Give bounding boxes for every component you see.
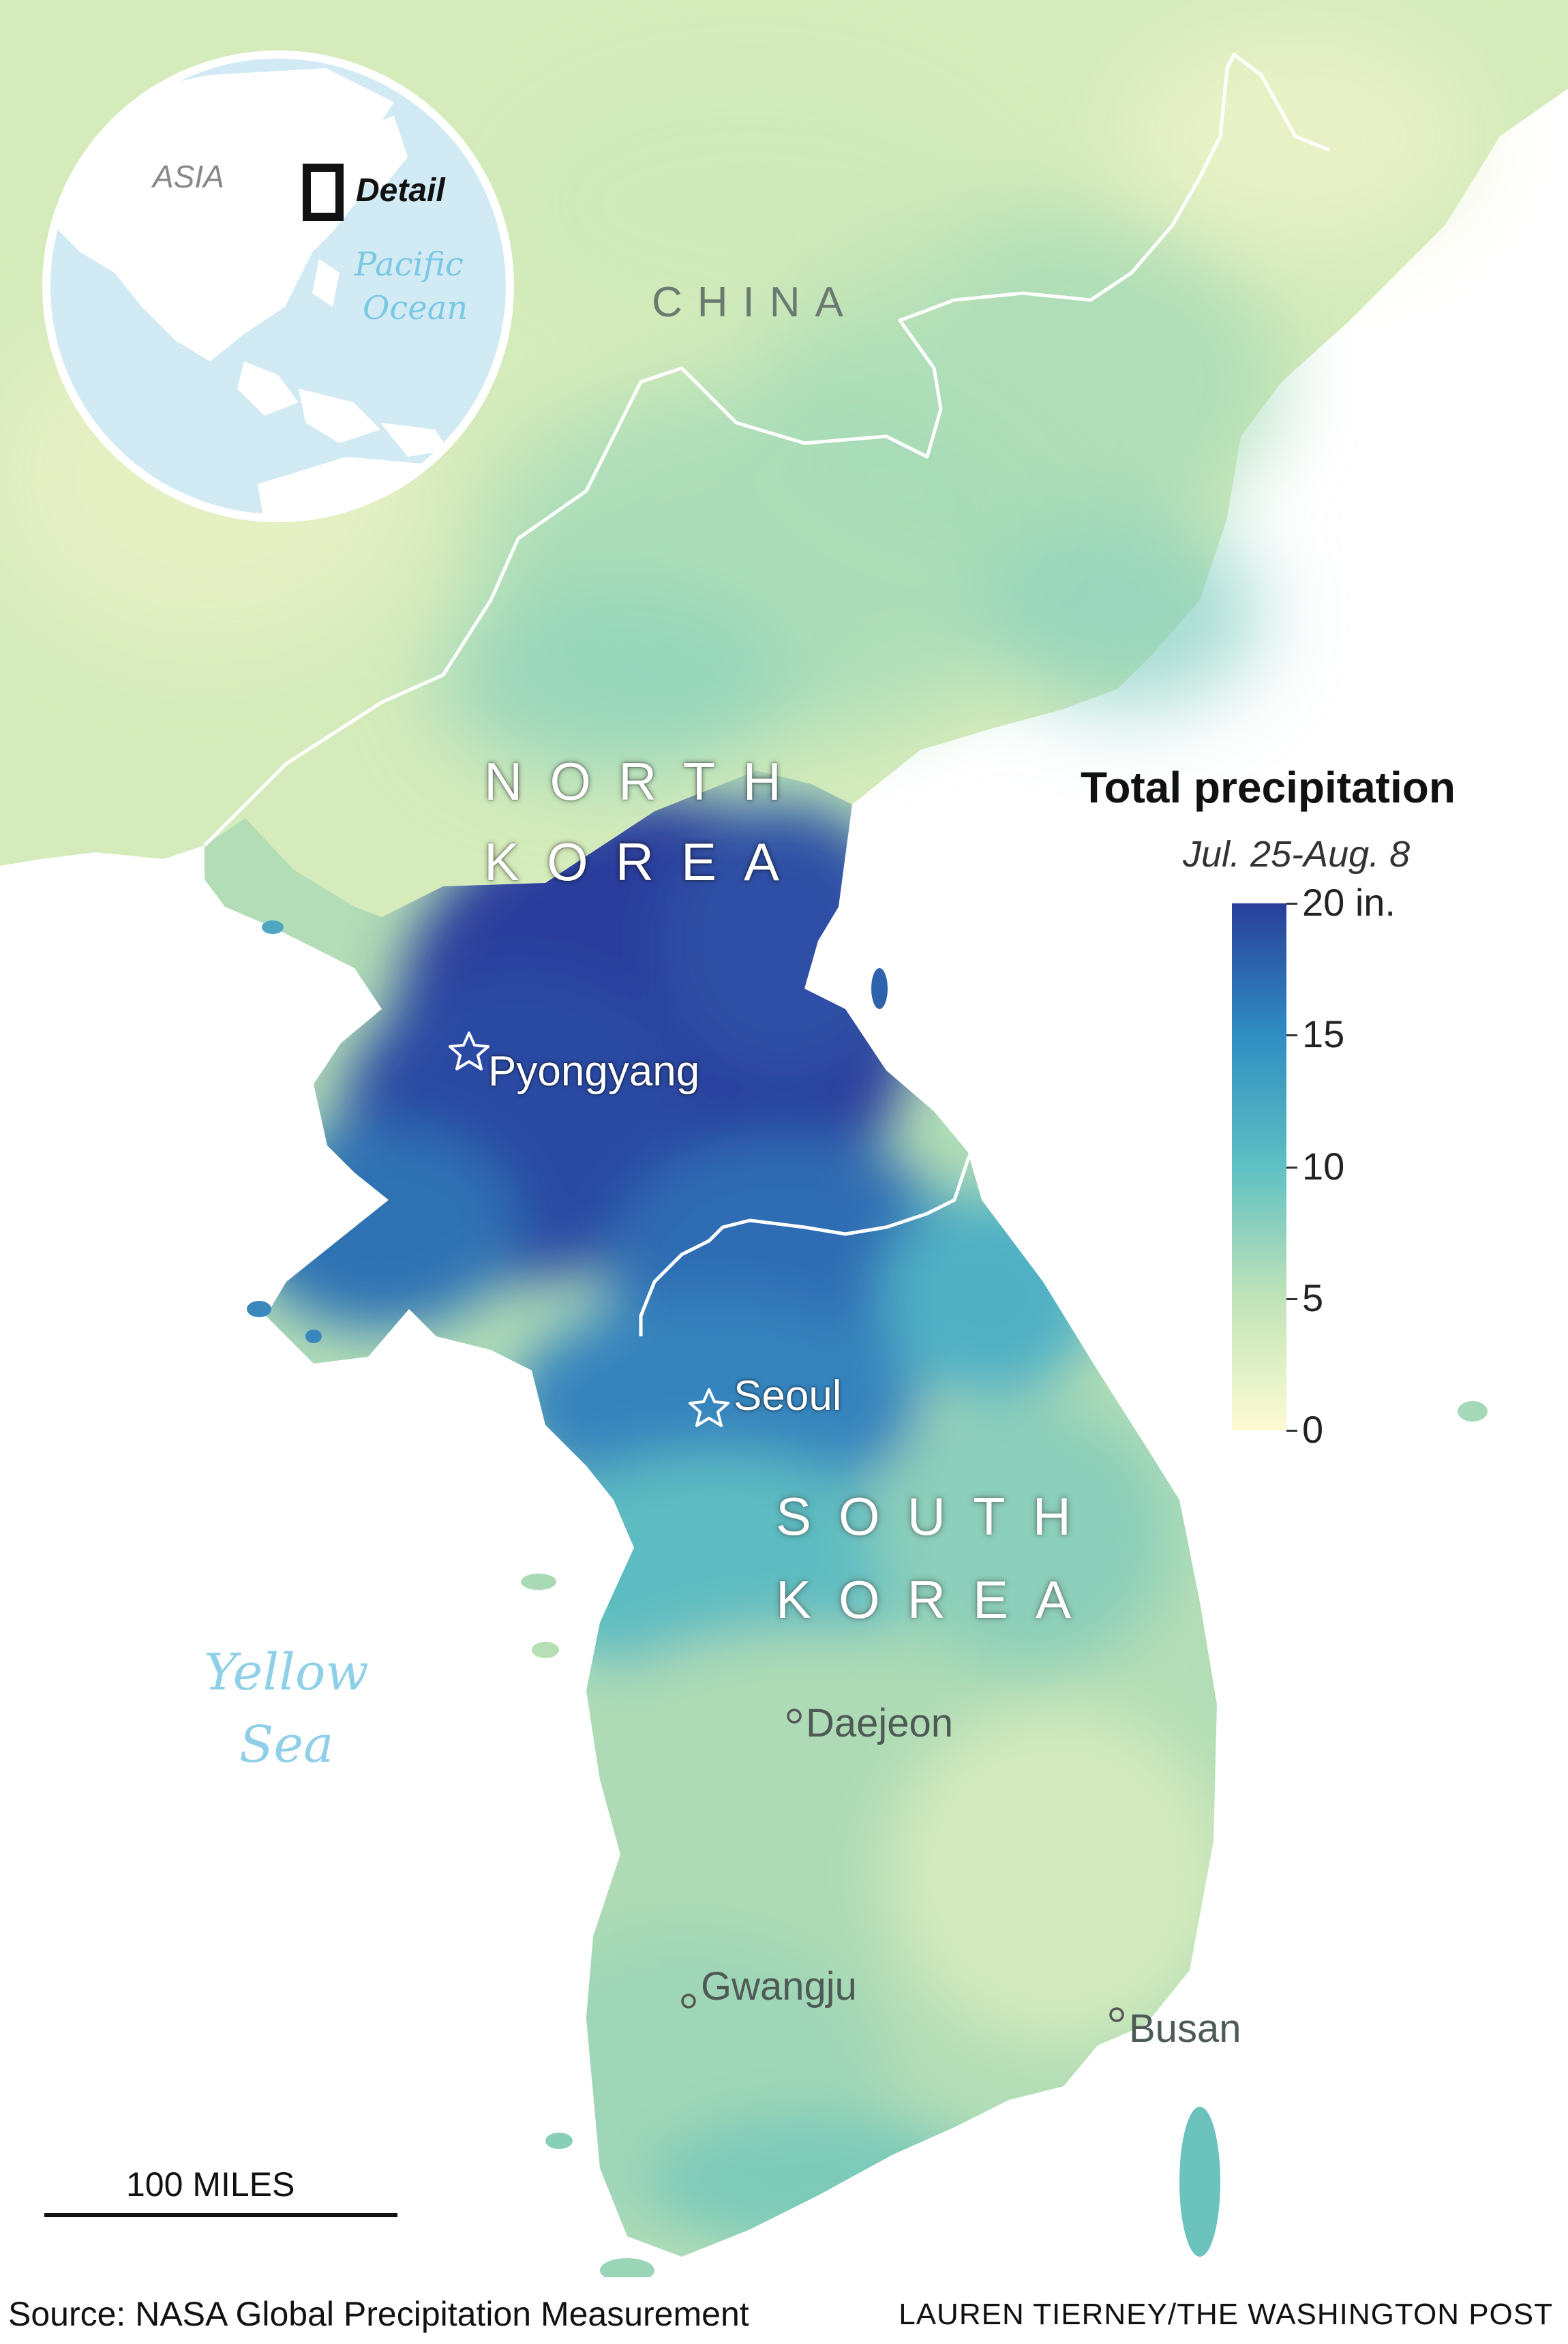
source-note: Source: NASA Global Precipitation Measur… bbox=[8, 2295, 749, 2333]
globe-inset bbox=[42, 50, 514, 522]
legend-tick-mark bbox=[1286, 1430, 1297, 1432]
city-gwangju[interactable]: Gwangju bbox=[701, 1964, 857, 2009]
yellow-sea-label: Yellow Sea bbox=[184, 1636, 389, 1781]
city-busan[interactable]: Busan bbox=[1129, 2007, 1241, 2051]
legend-tick-mark bbox=[1286, 903, 1297, 905]
city-seoul[interactable]: Seoul bbox=[734, 1372, 842, 1419]
city-daejeon[interactable]: Daejeon bbox=[806, 1701, 954, 1745]
yellow-sea-line-1: Yellow bbox=[204, 1643, 369, 1702]
inset-ocean-label-1: Pacific bbox=[355, 245, 464, 284]
south-korea-label-2: KOREA bbox=[776, 1569, 1099, 1629]
north-korea-label-1: NORTH bbox=[484, 751, 809, 811]
legend-tick-label: 15 bbox=[1302, 1012, 1345, 1056]
scale-bar-line bbox=[44, 2213, 397, 2217]
north-korea-label-2: KOREA bbox=[484, 832, 807, 892]
south-korea-label-1: SOUTH bbox=[776, 1486, 1098, 1546]
legend-tick-mark bbox=[1286, 1034, 1297, 1037]
inset-asia-label: ASIA bbox=[153, 159, 224, 194]
legend-tick-label: 10 bbox=[1302, 1144, 1345, 1188]
inset-detail-label: Detail bbox=[356, 172, 445, 209]
detail-box-icon bbox=[303, 164, 344, 221]
precipitation-map[interactable]: ASIA Detail Pacific Ocean CHINA NORTH KO… bbox=[0, 0, 1568, 2277]
legend-color-ramp bbox=[1232, 903, 1286, 1430]
legend-tick-mark bbox=[1286, 1166, 1297, 1169]
legend-tick-label: 0 bbox=[1302, 1408, 1324, 1451]
scale-bar-label: 100 MILES bbox=[126, 2165, 295, 2204]
city-pyongyang[interactable]: Pyongyang bbox=[488, 1048, 700, 1095]
legend-tick-label: 20 in. bbox=[1302, 881, 1396, 924]
legend-title: Total precipitation bbox=[1081, 763, 1456, 812]
legend-subtitle: Jul. 25-Aug. 8 bbox=[1183, 834, 1411, 875]
inset-ocean-label-2: Ocean bbox=[363, 289, 468, 327]
credit-note: LAUREN TIERNEY/THE WASHINGTON POST bbox=[899, 2298, 1553, 2331]
legend-tick-label: 5 bbox=[1302, 1276, 1324, 1319]
yellow-sea-line-2: Sea bbox=[239, 1715, 334, 1774]
china-label: CHINA bbox=[652, 279, 858, 326]
border-china-north-korea bbox=[203, 52, 1330, 847]
legend-tick-mark bbox=[1286, 1297, 1297, 1300]
border-north-south-korea bbox=[639, 1144, 977, 1336]
